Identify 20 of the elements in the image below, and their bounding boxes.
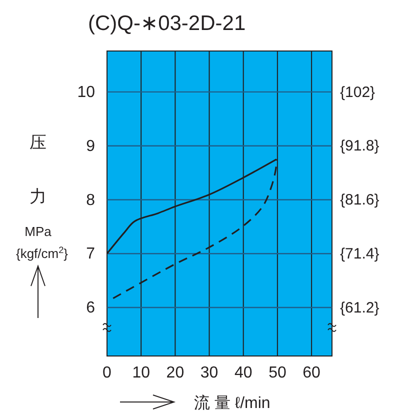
y2-tick-label: {61.2} (340, 299, 380, 316)
x-tick-label: 0 (102, 364, 112, 382)
x-tick-label: 50 (268, 364, 286, 382)
x-tick-label: 60 (302, 364, 321, 382)
chart-title: (C)Q-∗03-2D-21 (88, 12, 246, 35)
x-tick-label: 30 (200, 364, 218, 382)
x-axis-title: 流 量 ℓ/min (194, 394, 270, 412)
y-tick-label: 10 (77, 84, 96, 102)
y-tick-label: 9 (86, 138, 96, 155)
y-tick-label: 7 (86, 246, 96, 263)
y-tick-label: 6 (86, 300, 96, 317)
y2-tick-label: {91.8} (340, 138, 380, 155)
x-tick-label: 40 (234, 364, 252, 382)
y2-tick-label: {102} (340, 84, 376, 101)
x-tick-label: 20 (166, 364, 184, 382)
y2-tick-label: {71.4} (340, 245, 380, 262)
y-tick-label: 8 (86, 192, 96, 209)
y2-tick-label: {81.6} (340, 192, 380, 209)
text: 压力 MPa {kgf/cm$^{2}$} (16, 133, 68, 261)
x-tick-label: 10 (132, 364, 150, 382)
